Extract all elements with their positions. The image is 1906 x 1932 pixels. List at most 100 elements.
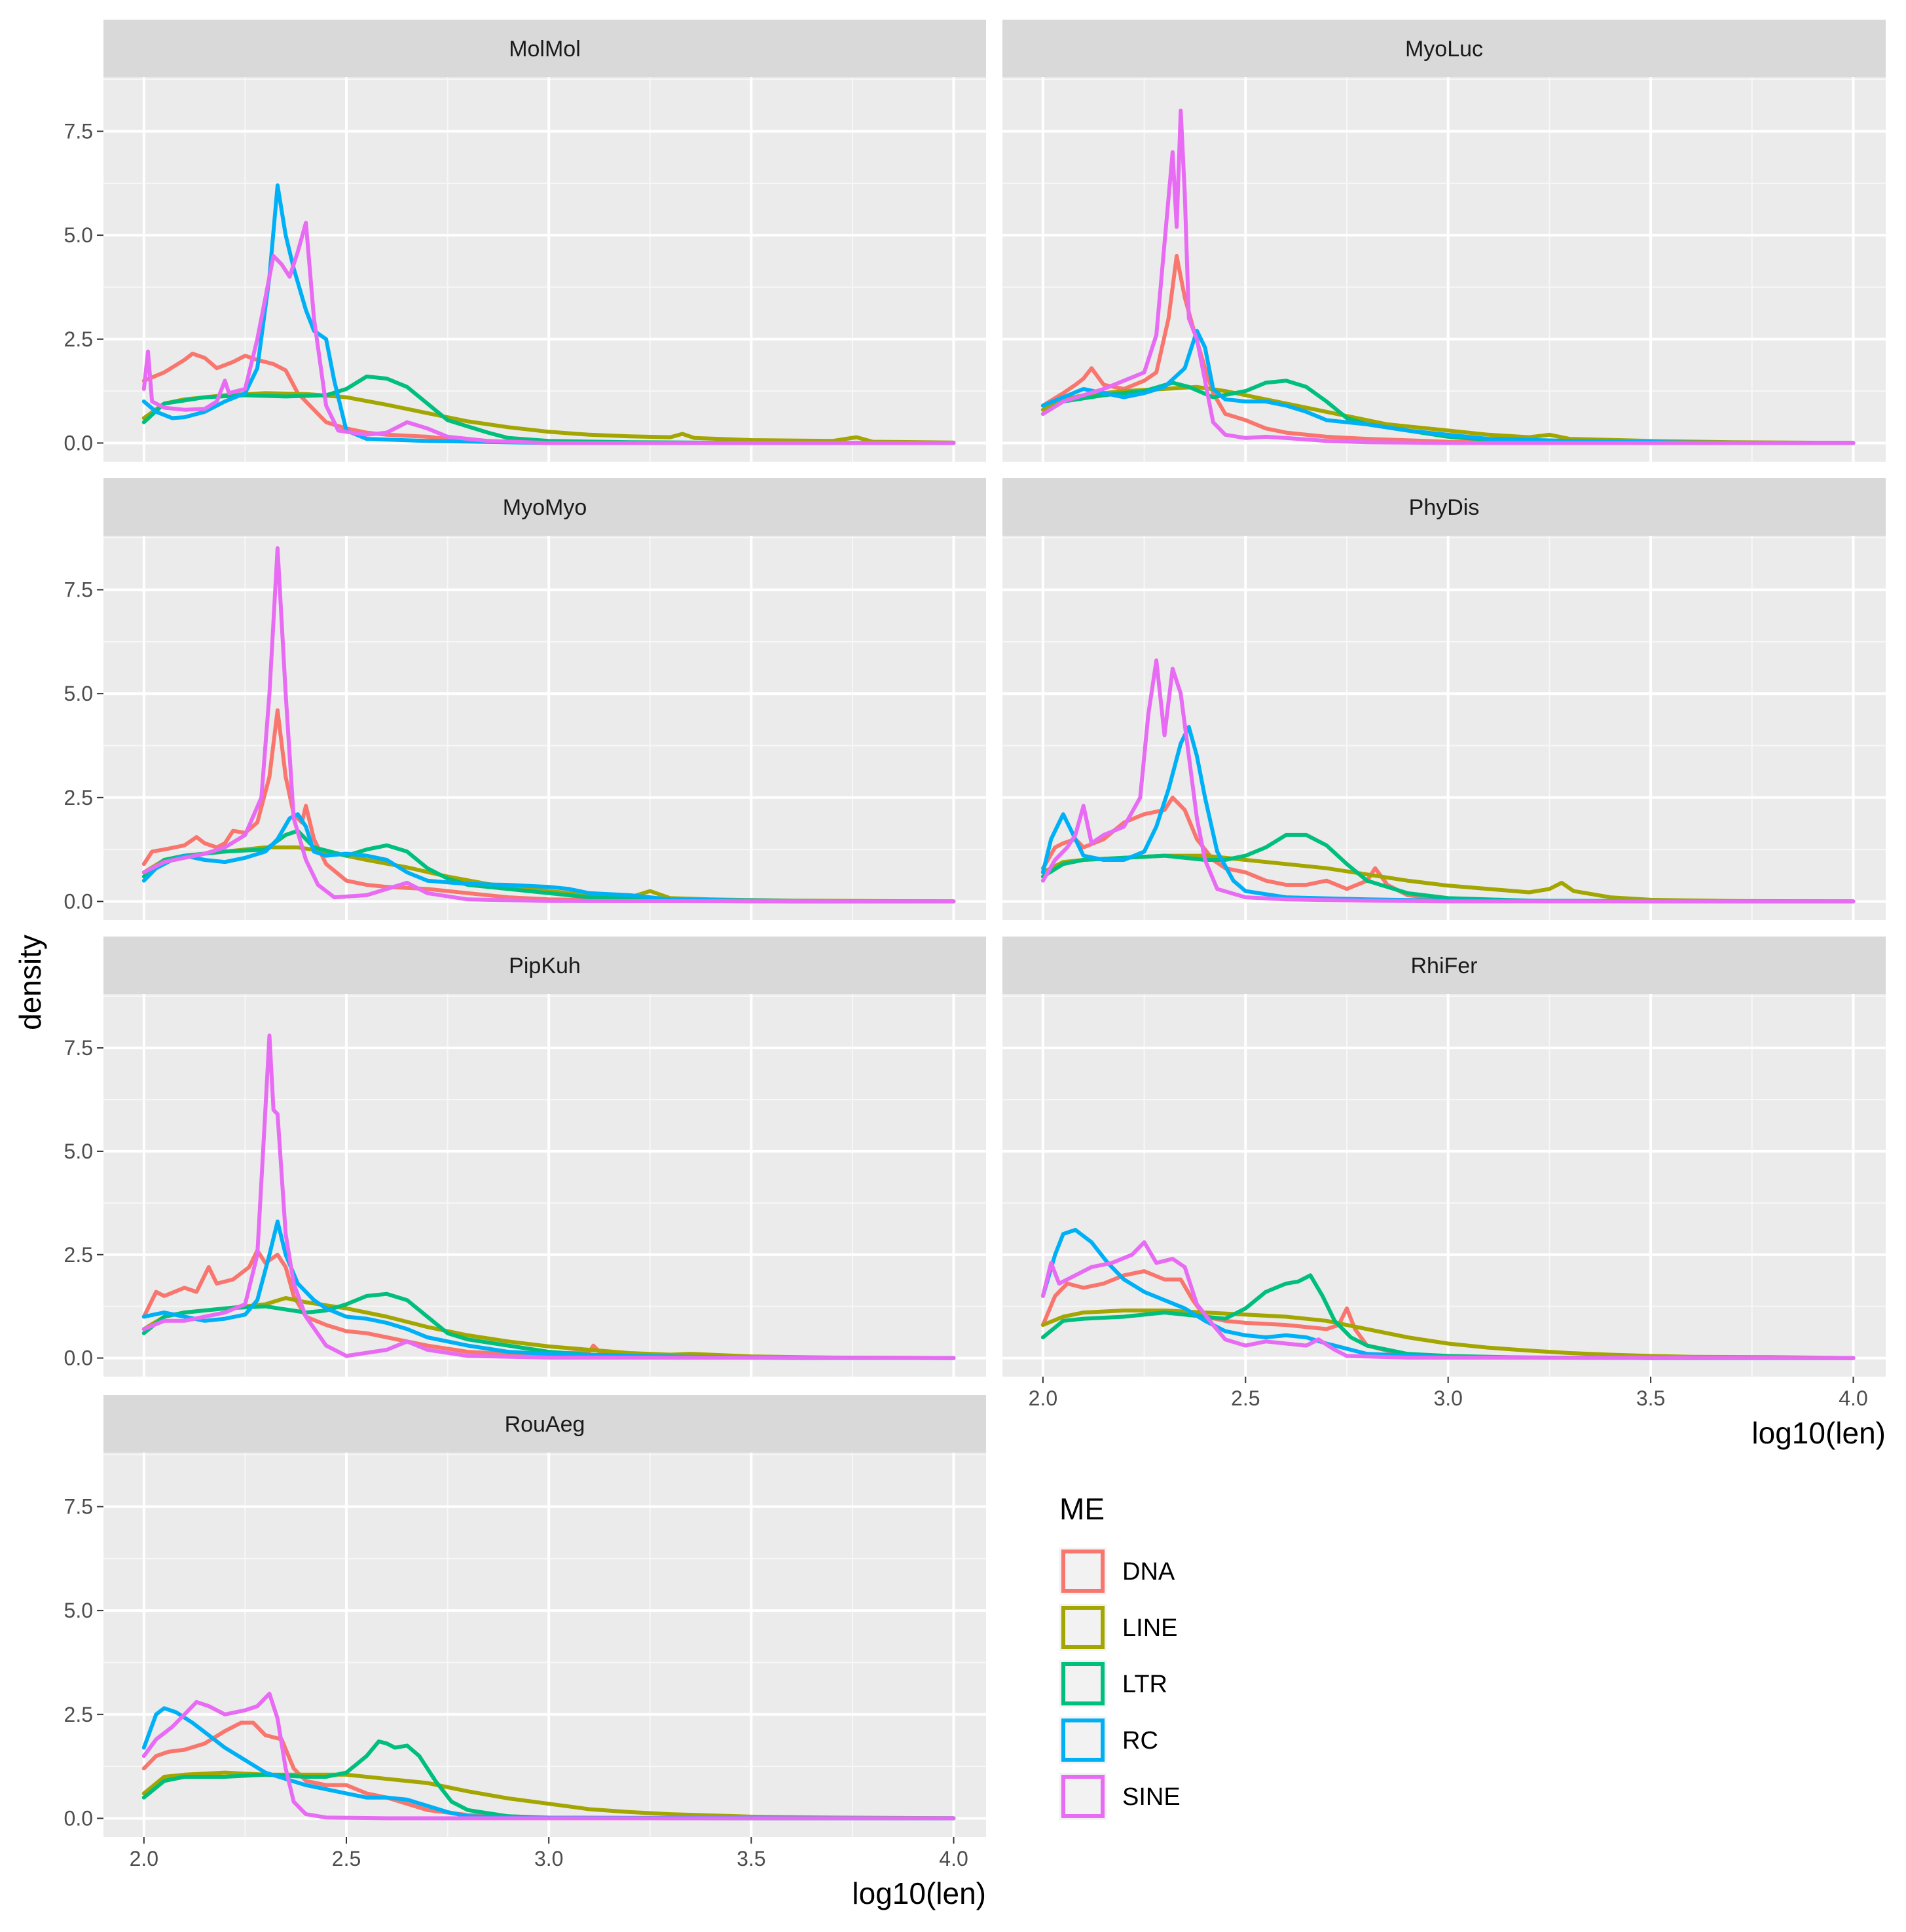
density-line-ltr [141,1739,956,1821]
legend-key-swatch [1061,1606,1105,1649]
legend-label: RC [1122,1727,1158,1755]
legend-item-dna: DNA [1059,1548,1175,1595]
density-line-rc [141,183,956,445]
legend-key-swatch [1061,1775,1105,1818]
legend-key-background [1059,1660,1107,1707]
facet-strip [1002,20,1886,77]
legend-label: DNA [1122,1558,1175,1586]
y-tick-label: 7.5 [64,119,93,143]
y-tick-label: 7.5 [64,578,93,601]
x-tick-label: 2.5 [1231,1386,1260,1410]
x-tick-label: 4.0 [939,1847,968,1870]
panel-background [103,994,986,1377]
density-line-sine [141,221,956,445]
facet-strip-label: MyoMyo [503,495,587,520]
panel-rhifer: RhiFer 2.0 2.5 3.0 3.5 4.0 log10(len) [1002,937,1886,1450]
y-tick-label: 5.0 [64,1599,93,1622]
y-tick-label: 0.0 [64,1347,93,1370]
legend-item-sine: SINE [1059,1773,1181,1820]
density-line-line [141,1770,956,1821]
facet-strip [1002,478,1886,536]
density-line-dna [141,708,956,904]
legend-key-background [1059,1773,1107,1820]
density-line-sine [1040,108,1856,445]
panel-background [103,77,986,462]
facet-strip-label: MyoLuc [1405,37,1483,62]
y-tick-label: 0.0 [64,889,93,913]
legend-item-ltr: LTR [1059,1660,1167,1707]
panel-background [103,1453,986,1837]
facet-strip-label: MolMol [509,37,581,62]
x-tick-label: 2.5 [332,1847,361,1870]
legend-item-rc: RC [1059,1717,1158,1764]
x-tick-label: 3.5 [1636,1386,1665,1410]
legend-key-swatch [1061,1718,1105,1762]
y-tick-label: 7.5 [64,1036,93,1060]
y-tick-label: 2.5 [64,786,93,809]
x-axis-title: log10(len) [852,1876,986,1910]
y-tick-label: 5.0 [64,1140,93,1163]
density-line-sine [1040,658,1856,904]
y-axis-title: density [13,935,47,1030]
panel-background [1002,994,1886,1377]
panel-molmol: MolMol 0.0 2.5 5.0 7.5 [64,20,986,462]
density-line-dna [141,1248,956,1360]
facet-strip-label: PhyDis [1409,495,1480,520]
panel-background [1002,536,1886,920]
x-axis-title: log10(len) [1751,1416,1886,1450]
facet-strip-label: PipKuh [509,954,581,978]
facet-strip [103,1395,986,1453]
facet-strip [103,20,986,77]
legend-label: LTR [1122,1671,1167,1698]
panel-phydis: PhyDis [1002,478,1886,920]
x-tick-label: 2.0 [1029,1386,1057,1410]
y-tick-label: 5.0 [64,223,93,247]
legend-key-background [1059,1604,1107,1651]
density-line-sine [141,1692,956,1821]
y-tick-label: 2.5 [64,1703,93,1726]
x-tick-label: 2.0 [130,1847,158,1870]
density-line-rc [1040,1227,1856,1360]
legend-title: ME [1059,1492,1105,1526]
panel-myoluc: MyoLuc [1002,20,1886,462]
y-tick-label: 2.5 [64,327,93,351]
y-tick-label: 2.5 [64,1243,93,1267]
y-tick-label: 5.0 [64,682,93,705]
x-tick-label: 3.0 [534,1847,563,1870]
panel-myomyo: MyoMyo 0.0 2.5 5.0 7.5 [64,478,986,920]
density-line-sine [1040,1240,1856,1360]
density-line-sine [141,546,956,904]
density-line-sine [141,1033,956,1360]
panel-background [1002,77,1886,462]
y-tick-label: 0.0 [64,431,93,455]
facet-strip [103,478,986,536]
density-line-rc [141,1219,956,1360]
legend-item-line: LINE [1059,1604,1177,1651]
legend-key-swatch [1061,1550,1105,1593]
density-line-rc [1040,724,1856,904]
facet-strip-label: RouAeg [505,1412,585,1437]
density-line-rc [1040,329,1856,445]
panel-pipkuh: PipKuh 0.0 2.5 5.0 7.5 [64,937,986,1377]
facet-strip [1002,937,1886,994]
panel-rouaeg: RouAeg 0.0 2.5 5.0 7.5 2.0 2.5 3.0 3.5 4.0 log10(l… [64,1395,986,1910]
density-line-ltr [141,828,956,904]
y-tick-label: 7.5 [64,1495,93,1518]
y-tick-label: 0.0 [64,1806,93,1830]
legend: ME DNA LINE LTR RC SINE [1059,1492,1181,1820]
density-line-dna [141,352,956,445]
density-line-rc [141,812,956,904]
legend-label: SINE [1122,1783,1181,1811]
legend-key-background [1059,1548,1107,1595]
x-tick-label: 3.0 [1433,1386,1462,1410]
facet-strip [103,937,986,994]
x-tick-label: 3.5 [737,1847,765,1870]
legend-key-background [1059,1717,1107,1764]
density-line-line [1040,1309,1856,1360]
x-tick-label: 4.0 [1839,1386,1867,1410]
facet-strip-label: RhiFer [1410,954,1477,978]
legend-label: LINE [1122,1614,1177,1642]
panel-background [103,536,986,920]
legend-key-swatch [1061,1662,1105,1705]
